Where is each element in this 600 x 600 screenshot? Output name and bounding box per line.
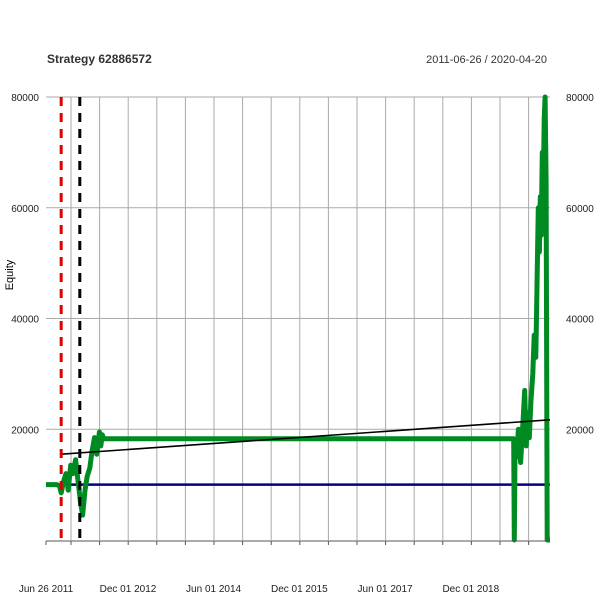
x-tick-label: Jun 01 2017 <box>358 584 413 595</box>
y-tick-label-left: 40000 <box>11 315 39 326</box>
y-tick-label-right: 40000 <box>566 315 594 326</box>
grid-lines <box>46 96 550 540</box>
chart-title: Strategy 62886572 <box>47 52 152 66</box>
x-tick-label: Dec 01 2015 <box>271 584 328 595</box>
y-tick-label-right: 80000 <box>566 93 594 104</box>
equity-line <box>46 94 550 543</box>
y-tick-label-right: 20000 <box>566 425 594 436</box>
series-layer <box>46 94 551 543</box>
axes: 20000 20000 40000 40000 60000 60000 80000 80000… <box>11 93 594 595</box>
x-tick-label: Dec 01 2012 <box>100 584 157 595</box>
y-tick-label-left: 80000 <box>11 93 39 104</box>
date-range-label: 2011-06-26 / 2020-04-20 <box>426 54 547 66</box>
y-tick-label-left: 20000 <box>11 425 39 436</box>
y-axis-label: Equity <box>4 259 16 290</box>
x-tick-label: Dec 01 2018 <box>442 584 499 595</box>
trend-line <box>61 419 551 455</box>
y-tick-label-left: 60000 <box>11 204 39 215</box>
x-tick-label: Jun 26 2011 <box>19 584 74 595</box>
x-tick-label: Jun 01 2014 <box>186 584 241 595</box>
y-tick-label-right: 60000 <box>566 204 594 215</box>
